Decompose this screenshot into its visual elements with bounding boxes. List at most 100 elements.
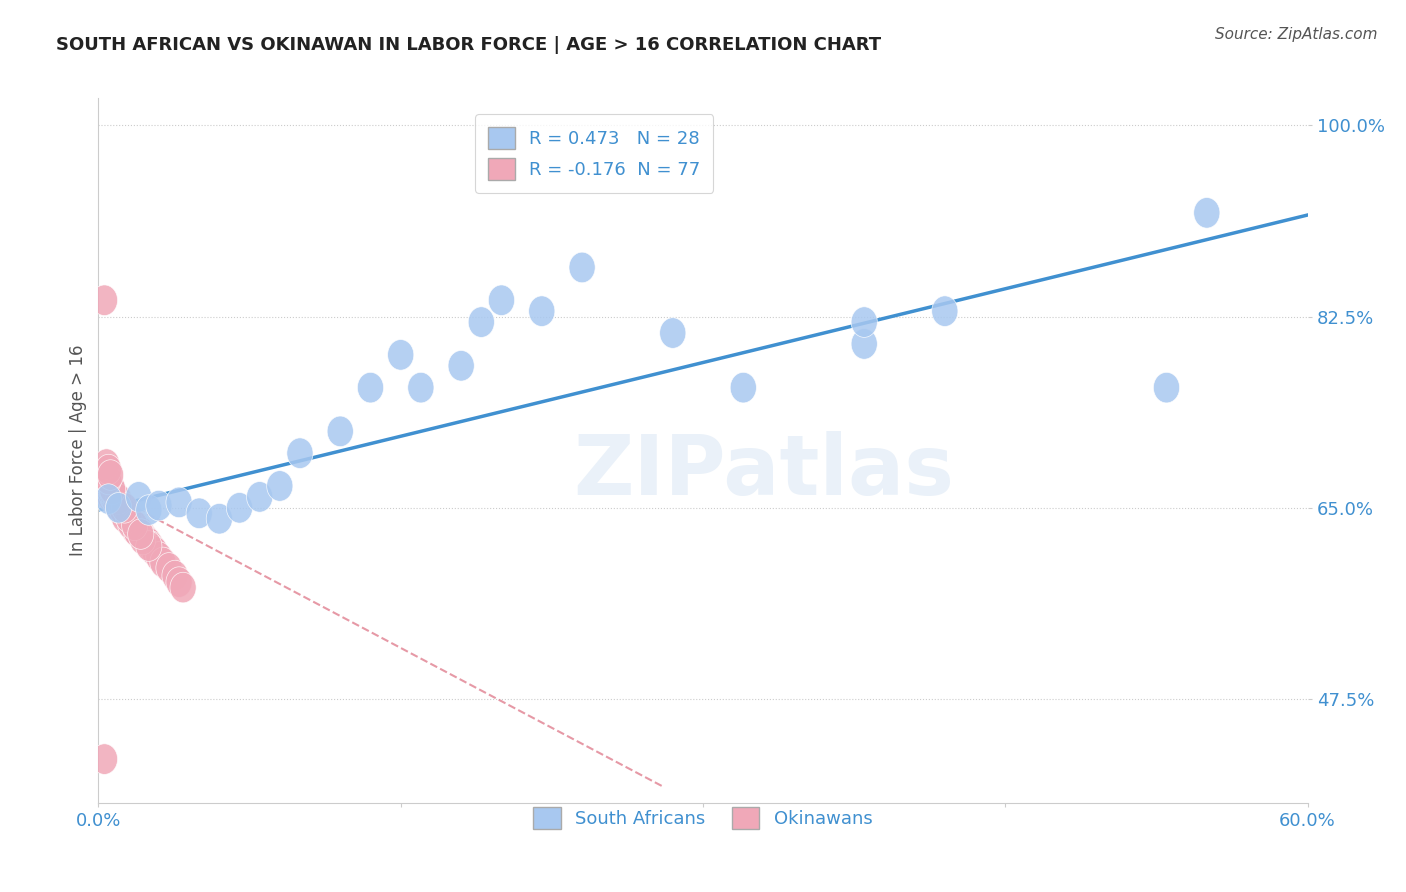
Ellipse shape bbox=[97, 482, 124, 512]
Ellipse shape bbox=[101, 483, 128, 515]
Ellipse shape bbox=[93, 476, 120, 507]
Ellipse shape bbox=[449, 351, 474, 381]
Ellipse shape bbox=[96, 473, 121, 503]
Ellipse shape bbox=[162, 560, 188, 591]
Ellipse shape bbox=[114, 498, 139, 529]
Ellipse shape bbox=[246, 482, 273, 512]
Ellipse shape bbox=[287, 438, 314, 468]
Ellipse shape bbox=[100, 477, 125, 508]
Ellipse shape bbox=[138, 531, 165, 561]
Ellipse shape bbox=[110, 495, 136, 525]
Ellipse shape bbox=[105, 491, 132, 521]
Ellipse shape bbox=[328, 416, 353, 447]
Ellipse shape bbox=[90, 471, 115, 501]
Ellipse shape bbox=[124, 511, 150, 541]
Ellipse shape bbox=[128, 519, 153, 549]
Ellipse shape bbox=[932, 296, 957, 326]
Ellipse shape bbox=[267, 471, 292, 501]
Ellipse shape bbox=[207, 503, 232, 534]
Ellipse shape bbox=[730, 372, 756, 403]
Ellipse shape bbox=[115, 500, 142, 531]
Ellipse shape bbox=[107, 495, 134, 525]
Ellipse shape bbox=[529, 296, 555, 326]
Ellipse shape bbox=[1153, 372, 1180, 403]
Ellipse shape bbox=[91, 466, 118, 496]
Ellipse shape bbox=[136, 527, 162, 558]
Ellipse shape bbox=[388, 340, 413, 370]
Ellipse shape bbox=[139, 534, 166, 565]
Ellipse shape bbox=[166, 487, 193, 517]
Text: ZIPatlas: ZIPatlas bbox=[574, 431, 953, 512]
Ellipse shape bbox=[110, 498, 136, 529]
Ellipse shape bbox=[115, 502, 142, 533]
Ellipse shape bbox=[105, 487, 132, 517]
Ellipse shape bbox=[851, 328, 877, 359]
Ellipse shape bbox=[1194, 197, 1220, 228]
Ellipse shape bbox=[569, 252, 595, 283]
Ellipse shape bbox=[100, 481, 125, 511]
Ellipse shape bbox=[851, 307, 877, 337]
Ellipse shape bbox=[93, 468, 120, 500]
Ellipse shape bbox=[96, 464, 121, 495]
Ellipse shape bbox=[100, 482, 125, 512]
Ellipse shape bbox=[111, 502, 138, 533]
Ellipse shape bbox=[118, 509, 143, 540]
Ellipse shape bbox=[96, 454, 121, 485]
Ellipse shape bbox=[111, 495, 138, 525]
Ellipse shape bbox=[121, 509, 148, 540]
Ellipse shape bbox=[107, 491, 134, 521]
Legend: South Africans, Okinawans: South Africans, Okinawans bbox=[526, 799, 880, 836]
Ellipse shape bbox=[124, 516, 150, 547]
Ellipse shape bbox=[110, 492, 136, 523]
Ellipse shape bbox=[91, 285, 118, 316]
Ellipse shape bbox=[97, 459, 124, 491]
Ellipse shape bbox=[125, 515, 152, 545]
Ellipse shape bbox=[166, 566, 193, 598]
Ellipse shape bbox=[146, 491, 172, 521]
Ellipse shape bbox=[118, 503, 143, 534]
Ellipse shape bbox=[96, 467, 121, 498]
Ellipse shape bbox=[170, 573, 197, 603]
Ellipse shape bbox=[142, 536, 167, 566]
Ellipse shape bbox=[96, 466, 121, 496]
Ellipse shape bbox=[121, 510, 148, 541]
Ellipse shape bbox=[129, 520, 156, 550]
Text: Source: ZipAtlas.com: Source: ZipAtlas.com bbox=[1215, 27, 1378, 42]
Ellipse shape bbox=[136, 495, 162, 525]
Ellipse shape bbox=[101, 483, 128, 515]
Ellipse shape bbox=[105, 491, 132, 522]
Ellipse shape bbox=[93, 449, 120, 479]
Text: SOUTH AFRICAN VS OKINAWAN IN LABOR FORCE | AGE > 16 CORRELATION CHART: SOUTH AFRICAN VS OKINAWAN IN LABOR FORCE… bbox=[56, 36, 882, 54]
Ellipse shape bbox=[134, 525, 160, 556]
Ellipse shape bbox=[129, 524, 156, 555]
Ellipse shape bbox=[128, 516, 153, 547]
Ellipse shape bbox=[96, 469, 121, 500]
Y-axis label: In Labor Force | Age > 16: In Labor Force | Age > 16 bbox=[69, 344, 87, 557]
Ellipse shape bbox=[105, 492, 132, 523]
Ellipse shape bbox=[91, 473, 118, 503]
Ellipse shape bbox=[186, 498, 212, 529]
Ellipse shape bbox=[121, 515, 148, 545]
Ellipse shape bbox=[104, 488, 129, 519]
Ellipse shape bbox=[100, 475, 125, 506]
Ellipse shape bbox=[104, 486, 129, 516]
Ellipse shape bbox=[357, 372, 384, 403]
Ellipse shape bbox=[146, 541, 172, 573]
Ellipse shape bbox=[91, 457, 118, 487]
Ellipse shape bbox=[96, 483, 121, 515]
Ellipse shape bbox=[408, 372, 434, 403]
Ellipse shape bbox=[97, 476, 124, 507]
Ellipse shape bbox=[91, 458, 118, 488]
Ellipse shape bbox=[659, 318, 686, 348]
Ellipse shape bbox=[91, 744, 118, 774]
Ellipse shape bbox=[100, 474, 125, 505]
Ellipse shape bbox=[96, 478, 121, 509]
Ellipse shape bbox=[132, 523, 157, 554]
Ellipse shape bbox=[101, 483, 128, 515]
Ellipse shape bbox=[136, 531, 162, 561]
Ellipse shape bbox=[91, 459, 118, 491]
Ellipse shape bbox=[468, 307, 495, 337]
Ellipse shape bbox=[226, 492, 253, 523]
Ellipse shape bbox=[93, 468, 120, 500]
Ellipse shape bbox=[150, 547, 176, 578]
